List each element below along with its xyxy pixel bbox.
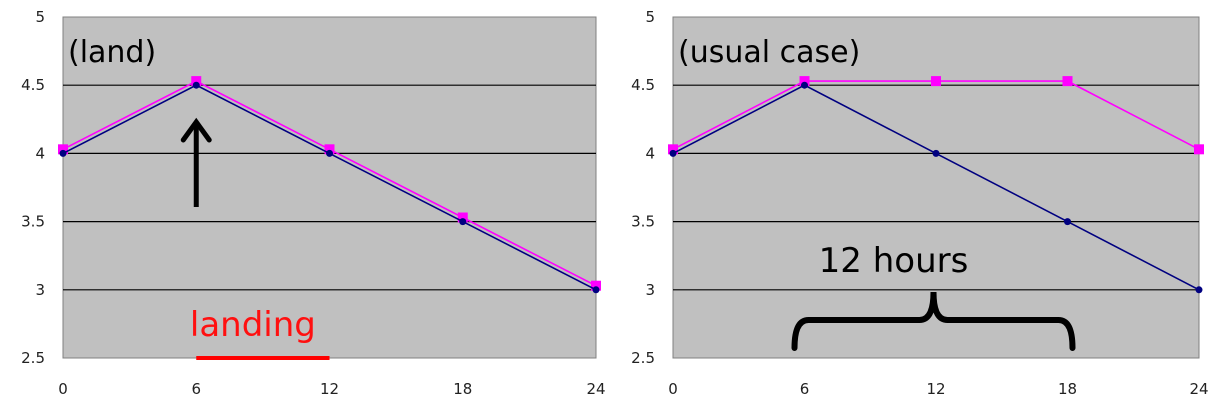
data-point: [799, 76, 810, 87]
data-point: [932, 149, 940, 157]
data-point: [931, 76, 941, 87]
up-arrow-icon: [180, 117, 212, 143]
y-tick-label: 4: [645, 144, 655, 162]
data-point: [192, 81, 200, 89]
data-point: [592, 286, 600, 294]
data-point: [58, 144, 68, 155]
y-tick-label: 2.5: [631, 349, 655, 367]
landing-label: landing: [190, 305, 316, 345]
data-point: [668, 144, 678, 155]
data-point: [1064, 218, 1071, 226]
chart-title: (land): [68, 35, 156, 70]
chart-land: 2.5 3 3.5 4 4.5 5 0 6 12 18 24 (land) landing: [21, 8, 605, 398]
x-tick-label: 18: [1058, 380, 1077, 398]
y-tick-label: 4.5: [21, 76, 45, 94]
y-tick-label: 5: [35, 8, 45, 26]
data-point: [1062, 76, 1073, 87]
x-tick-label: 12: [320, 380, 339, 398]
plot-area: [62, 16, 597, 359]
data-point: [801, 81, 808, 89]
x-tick-label: 6: [191, 380, 201, 398]
y-tick-label: 3.5: [631, 213, 655, 231]
x-tick-label: 0: [668, 380, 678, 398]
x-tick-label: 12: [926, 380, 945, 398]
y-tick-label: 4: [35, 144, 45, 162]
data-point: [457, 212, 468, 223]
data-point: [191, 76, 202, 87]
data-point: [1195, 286, 1203, 294]
y-tick-label: 4.5: [631, 76, 655, 94]
data-point: [326, 149, 333, 157]
y-tick-label: 3: [645, 281, 655, 299]
x-tick-label: 18: [453, 380, 472, 398]
y-tick-label: 3.5: [21, 213, 45, 231]
x-tick-label: 0: [58, 380, 68, 398]
y-tick-label: 2.5: [21, 349, 45, 367]
data-point: [459, 218, 467, 226]
x-tick-label: 24: [586, 380, 605, 398]
data-point: [324, 144, 335, 155]
x-tick-label: 24: [1189, 380, 1208, 398]
brace-icon: [791, 291, 1076, 351]
data-point: [669, 149, 677, 157]
brace-label: 12 hours: [819, 241, 969, 281]
y-tick-label: 3: [35, 281, 45, 299]
data-point: [59, 149, 67, 157]
data-point: [591, 280, 601, 291]
data-point: [1194, 144, 1204, 155]
y-tick-label: 5: [645, 8, 655, 26]
chart-title: (usual case): [678, 35, 860, 70]
x-tick-label: 6: [800, 380, 810, 398]
chart-usual-case: 2.5 3 3.5 4 4.5 5 0 6 12 18 24 (usual case) 12 hours: [631, 8, 1208, 398]
